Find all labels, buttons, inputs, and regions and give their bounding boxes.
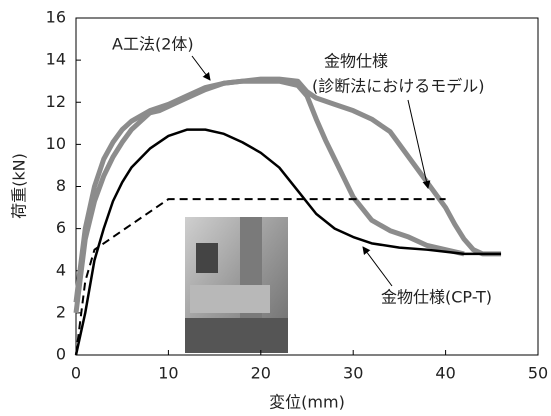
y-tick-label: 10	[46, 134, 66, 153]
series-line	[74, 128, 502, 356]
annotation: (診断法におけるモデル)	[312, 77, 485, 96]
y-tick-label: 2	[56, 302, 66, 321]
annotation: 金物仕様(CP-T)	[381, 288, 492, 307]
series-line	[75, 198, 446, 356]
x-tick-label: 20	[251, 364, 271, 383]
x-tick-label: 10	[158, 364, 178, 383]
x-tick-label: 0	[71, 364, 81, 383]
y-tick-label: 8	[56, 176, 66, 195]
y-tick-label: 0	[56, 345, 66, 364]
y-tick-label: 4	[56, 260, 66, 279]
y-axis-title: 荷重(kN)	[10, 153, 29, 219]
y-tick-label: 16	[46, 8, 66, 27]
series-line	[73, 76, 502, 303]
y-tick-label: 14	[46, 50, 66, 69]
x-tick-label: 50	[528, 364, 548, 383]
y-tick-label: 6	[56, 218, 66, 237]
annotation-arrow	[362, 246, 393, 287]
annotation: 金物仕様	[324, 52, 388, 71]
x-axis-title: 変位(mm)	[269, 393, 345, 412]
x-tick-label: 30	[343, 364, 363, 383]
annotation-arrow	[407, 99, 431, 189]
annotation-arrow	[191, 55, 211, 81]
annotation: A工法(2体)	[112, 35, 194, 54]
photo-inset	[185, 217, 288, 353]
y-tick-label: 12	[46, 92, 66, 111]
x-tick-label: 40	[435, 364, 455, 383]
